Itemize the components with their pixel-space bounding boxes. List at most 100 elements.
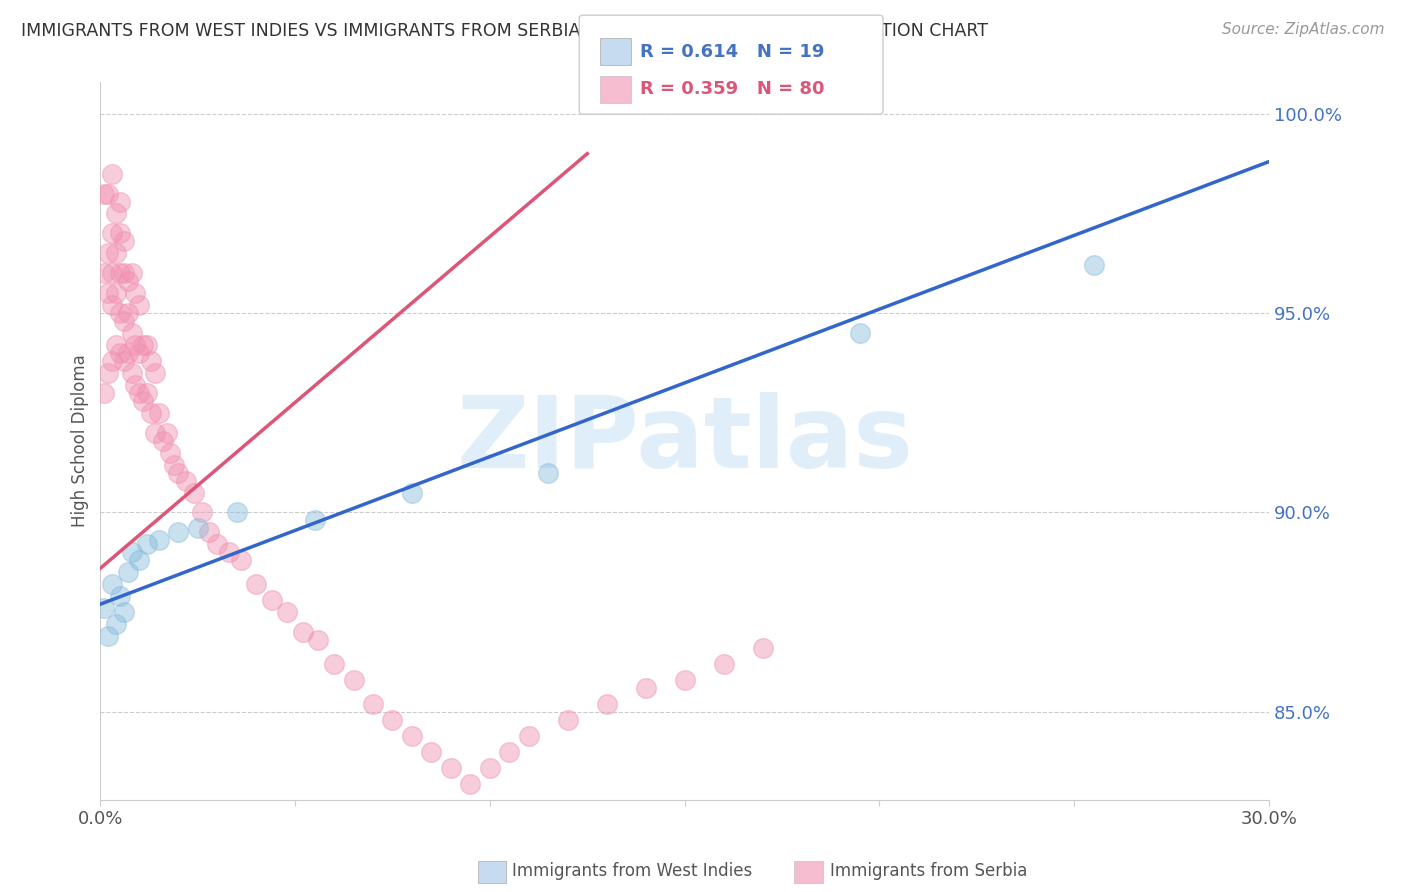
Point	[136, 537, 159, 551]
Point	[117, 346, 139, 360]
Point	[117, 306, 139, 320]
Point	[121, 366, 143, 380]
Point	[229, 553, 252, 567]
Point	[108, 346, 131, 360]
Point	[381, 713, 404, 727]
Point	[117, 274, 139, 288]
Point	[104, 338, 127, 352]
Point	[537, 466, 560, 480]
Point	[101, 167, 124, 181]
Point	[97, 629, 120, 643]
Point	[121, 545, 143, 559]
Point	[132, 338, 155, 352]
Point	[401, 485, 423, 500]
Point	[124, 286, 146, 301]
Point	[101, 227, 124, 241]
Text: R = 0.359   N = 80: R = 0.359 N = 80	[640, 80, 824, 98]
Point	[187, 521, 209, 535]
Point	[143, 366, 166, 380]
Point	[174, 474, 197, 488]
Point	[124, 338, 146, 352]
Point	[276, 605, 298, 619]
Point	[225, 506, 247, 520]
Point	[139, 406, 162, 420]
Point	[304, 513, 326, 527]
Text: Immigrants from Serbia: Immigrants from Serbia	[830, 863, 1026, 880]
Point	[128, 346, 150, 360]
Point	[124, 377, 146, 392]
Point	[121, 326, 143, 340]
Point	[97, 246, 120, 260]
Point	[101, 354, 124, 368]
Point	[128, 385, 150, 400]
Point	[167, 525, 190, 540]
Point	[143, 425, 166, 440]
Point	[167, 466, 190, 480]
Point	[112, 605, 135, 619]
Point	[148, 406, 170, 420]
Point	[93, 601, 115, 615]
Point	[112, 354, 135, 368]
Point	[634, 681, 657, 695]
Point	[128, 553, 150, 567]
Point	[1083, 258, 1105, 272]
Point	[93, 385, 115, 400]
Point	[245, 577, 267, 591]
Point	[108, 306, 131, 320]
Point	[108, 194, 131, 209]
Text: Immigrants from West Indies: Immigrants from West Indies	[512, 863, 752, 880]
Point	[190, 506, 212, 520]
Point	[218, 545, 240, 559]
Point	[112, 314, 135, 328]
Point	[198, 525, 221, 540]
Point	[361, 697, 384, 711]
Point	[121, 266, 143, 280]
Point	[108, 589, 131, 603]
Text: R = 0.614   N = 19: R = 0.614 N = 19	[640, 43, 824, 61]
Point	[101, 298, 124, 312]
Point	[108, 227, 131, 241]
Point	[108, 266, 131, 280]
Point	[159, 445, 181, 459]
Point	[104, 286, 127, 301]
Point	[713, 657, 735, 671]
Point	[478, 761, 501, 775]
Point	[155, 425, 177, 440]
Point	[401, 729, 423, 743]
Point	[104, 206, 127, 220]
Point	[93, 266, 115, 280]
Point	[183, 485, 205, 500]
Point	[97, 366, 120, 380]
Point	[308, 633, 330, 648]
Text: IMMIGRANTS FROM WEST INDIES VS IMMIGRANTS FROM SERBIA HIGH SCHOOL DIPLOMA CORREL: IMMIGRANTS FROM WEST INDIES VS IMMIGRANT…	[21, 22, 988, 40]
Point	[342, 673, 364, 687]
Point	[420, 745, 443, 759]
Point	[291, 625, 314, 640]
Point	[136, 338, 159, 352]
Point	[104, 246, 127, 260]
Point	[498, 745, 520, 759]
Point	[557, 713, 579, 727]
Point	[97, 286, 120, 301]
Point	[323, 657, 346, 671]
Text: ZIPatlas: ZIPatlas	[456, 392, 912, 489]
Point	[112, 266, 135, 280]
Point	[460, 776, 482, 790]
Text: Source: ZipAtlas.com: Source: ZipAtlas.com	[1222, 22, 1385, 37]
Point	[673, 673, 696, 687]
Point	[132, 393, 155, 408]
Point	[260, 593, 283, 607]
Point	[751, 640, 773, 655]
Point	[117, 566, 139, 580]
Point	[849, 326, 872, 340]
Y-axis label: High School Diploma: High School Diploma	[72, 354, 89, 527]
Point	[152, 434, 174, 448]
Point	[163, 458, 186, 472]
Point	[101, 577, 124, 591]
Point	[440, 761, 463, 775]
Point	[596, 697, 619, 711]
Point	[139, 354, 162, 368]
Point	[97, 186, 120, 201]
Point	[128, 298, 150, 312]
Point	[101, 266, 124, 280]
